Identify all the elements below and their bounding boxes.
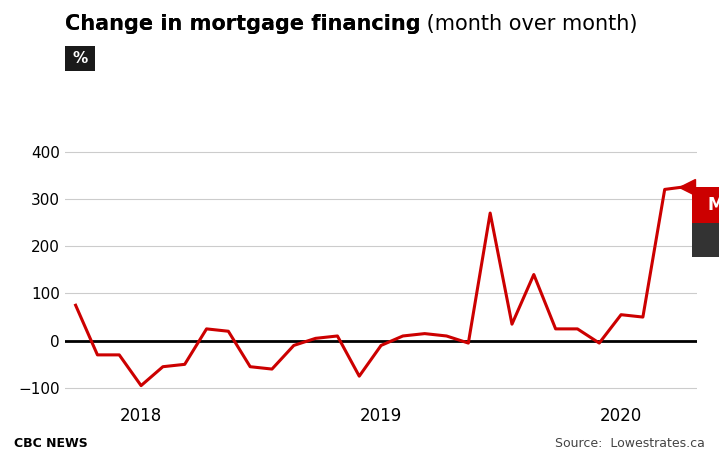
Text: March 2020: March 2020 (707, 196, 719, 214)
Text: CBC NEWS: CBC NEWS (14, 437, 88, 450)
Text: Source:  Lowestrates.ca: Source: Lowestrates.ca (555, 437, 705, 450)
Text: Change in mortgage financing (month over month): Change in mortgage financing (month over… (65, 14, 599, 34)
Text: Change in mortgage financing: Change in mortgage financing (65, 14, 421, 34)
Text: %: % (72, 51, 88, 66)
Text: (month over month): (month over month) (421, 14, 638, 34)
Text: Change in mortgage financing: Change in mortgage financing (65, 14, 421, 34)
